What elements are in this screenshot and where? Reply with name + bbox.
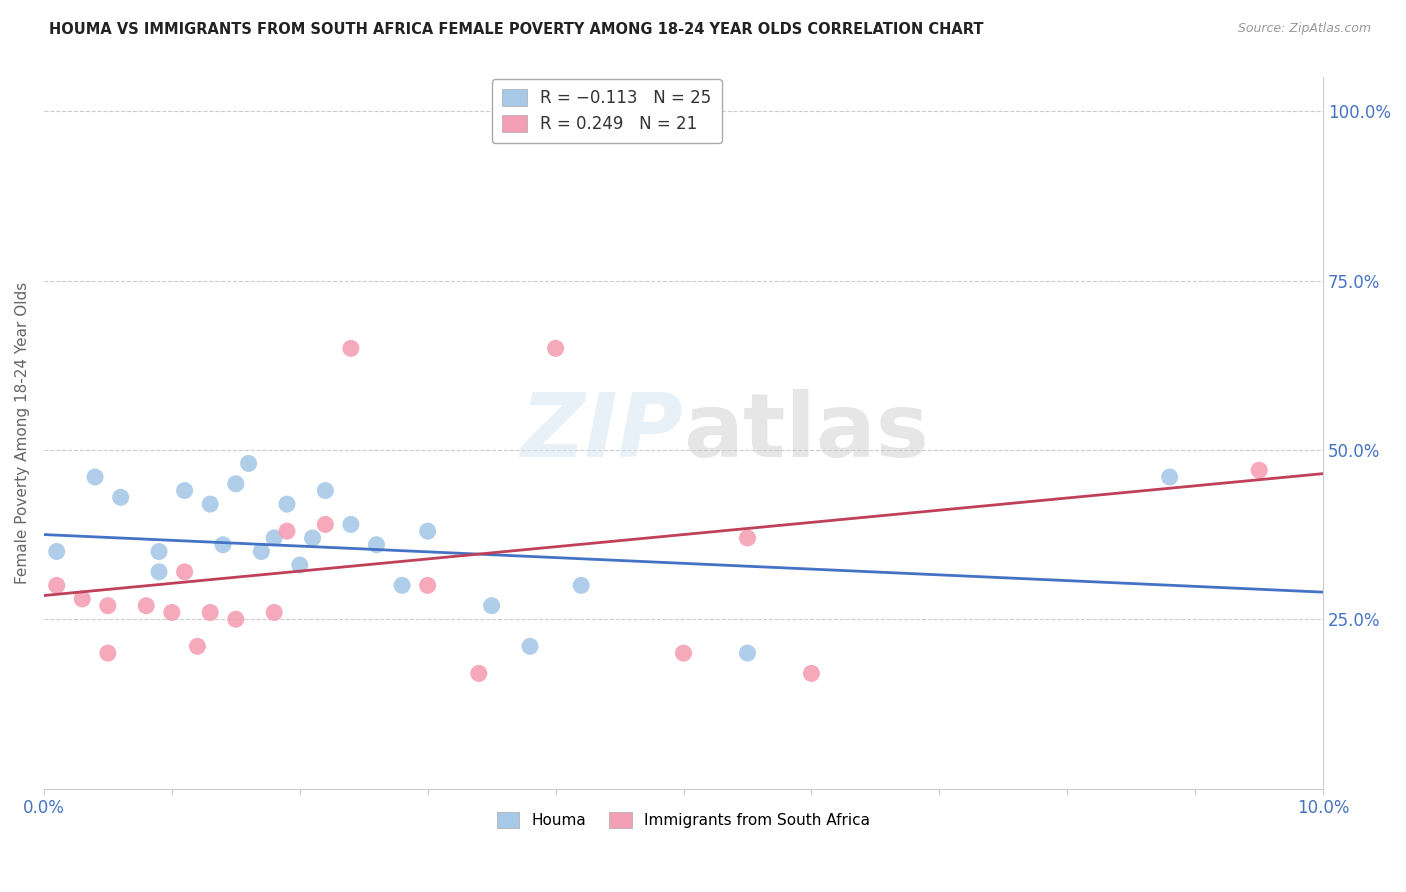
- Point: [314, 483, 336, 498]
- Point: [340, 517, 363, 532]
- Point: [250, 544, 273, 558]
- Point: [135, 599, 157, 613]
- Point: [198, 606, 221, 620]
- Point: [225, 612, 247, 626]
- Point: [263, 531, 285, 545]
- Y-axis label: Female Poverty Among 18-24 Year Olds: Female Poverty Among 18-24 Year Olds: [15, 282, 30, 584]
- Point: [45, 578, 67, 592]
- Text: Source: ZipAtlas.com: Source: ZipAtlas.com: [1237, 22, 1371, 36]
- Point: [173, 483, 195, 498]
- Point: [148, 544, 170, 558]
- Point: [276, 524, 298, 538]
- Text: HOUMA VS IMMIGRANTS FROM SOUTH AFRICA FEMALE POVERTY AMONG 18-24 YEAR OLDS CORRE: HOUMA VS IMMIGRANTS FROM SOUTH AFRICA FE…: [49, 22, 984, 37]
- Point: [737, 531, 759, 545]
- Point: [301, 531, 323, 545]
- Point: [391, 578, 413, 592]
- Point: [225, 476, 247, 491]
- Point: [148, 565, 170, 579]
- Text: ZIP: ZIP: [520, 390, 683, 476]
- Point: [173, 565, 195, 579]
- Point: [238, 457, 260, 471]
- Point: [340, 342, 363, 356]
- Point: [1249, 463, 1271, 477]
- Point: [800, 666, 823, 681]
- Point: [84, 470, 107, 484]
- Point: [416, 578, 439, 592]
- Point: [72, 591, 94, 606]
- Legend: Houma, Immigrants from South Africa: Houma, Immigrants from South Africa: [491, 806, 876, 834]
- Point: [569, 578, 592, 592]
- Point: [186, 640, 208, 654]
- Point: [160, 606, 183, 620]
- Point: [468, 666, 491, 681]
- Point: [366, 538, 388, 552]
- Point: [416, 524, 439, 538]
- Point: [481, 599, 503, 613]
- Point: [288, 558, 311, 572]
- Text: atlas: atlas: [683, 390, 929, 476]
- Point: [737, 646, 759, 660]
- Point: [672, 646, 695, 660]
- Point: [1159, 470, 1181, 484]
- Point: [544, 342, 567, 356]
- Point: [263, 606, 285, 620]
- Point: [212, 538, 235, 552]
- Point: [45, 544, 67, 558]
- Point: [110, 491, 132, 505]
- Point: [314, 517, 336, 532]
- Point: [276, 497, 298, 511]
- Point: [519, 640, 541, 654]
- Point: [198, 497, 221, 511]
- Point: [97, 646, 120, 660]
- Point: [97, 599, 120, 613]
